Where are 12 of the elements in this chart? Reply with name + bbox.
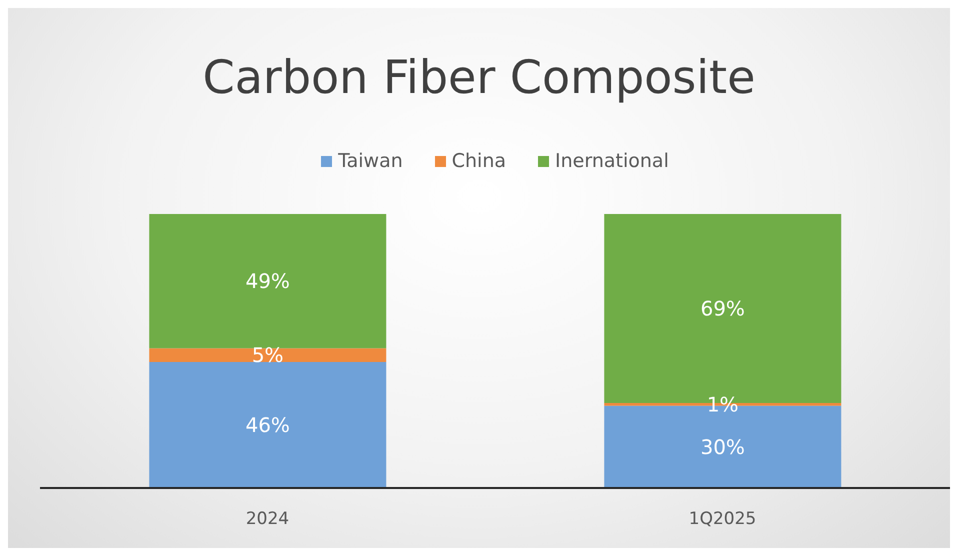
data-label: 69% xyxy=(700,296,745,321)
data-label: 46% xyxy=(245,412,290,437)
legend-label: Taiwan xyxy=(338,150,403,172)
legend-label: China xyxy=(452,150,506,172)
x-tick-label: 2024 xyxy=(246,509,290,530)
x-tick-label: 1Q2025 xyxy=(688,509,756,530)
data-label: 49% xyxy=(245,269,290,294)
legend-label: Inernational xyxy=(555,150,669,172)
data-label: 30% xyxy=(700,434,745,459)
data-label: 5% xyxy=(252,343,284,368)
data-label: 1% xyxy=(706,392,739,416)
chart-title: Carbon Fiber Composite xyxy=(202,50,756,104)
